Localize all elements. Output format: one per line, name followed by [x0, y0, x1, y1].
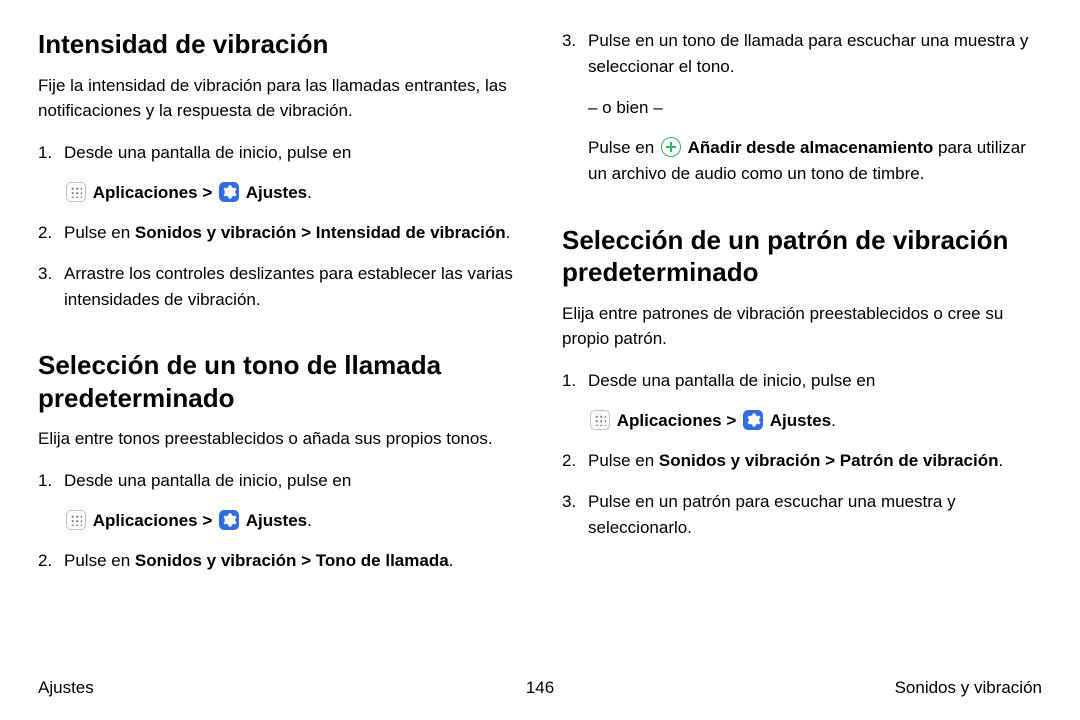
steps-default-ringtone-cont: Pulse en un tono de llamada para escucha… — [562, 28, 1042, 202]
period: . — [449, 551, 454, 570]
list-item: Pulse en un patrón para escuchar una mue… — [562, 489, 1042, 542]
settings-icon — [219, 510, 239, 530]
step-text: Desde una pantalla de inicio, pulse en — [588, 371, 875, 390]
heading-default-vibration-pattern: Selección de un patrón de vibración pred… — [562, 224, 1042, 289]
apps-icon — [590, 410, 610, 430]
page-footer: Ajustes 146 Sonidos y vibración — [38, 678, 1042, 698]
intro-vibration-intensity: Fije la intensidad de vibración para las… — [38, 73, 518, 124]
settings-icon — [219, 182, 239, 202]
bold-path: Sonidos y vibración > Intensidad de vibr… — [135, 223, 506, 242]
step-text: Desde una pantalla de inicio, pulse en — [64, 471, 351, 490]
step-text: Pulse en un patrón para escuchar una mue… — [588, 492, 956, 537]
step-text: Arrastre los controles deslizantes para … — [64, 264, 513, 309]
settings-label: Ajustes — [246, 511, 307, 530]
list-item: Pulse en Sonidos y vibración > Patrón de… — [562, 448, 1042, 474]
apps-icon — [66, 510, 86, 530]
list-item: Pulse en Sonidos y vibración > Tono de l… — [38, 548, 518, 574]
right-column: Pulse en un tono de llamada para escucha… — [562, 28, 1042, 611]
intro-default-vibration-pattern: Elija entre patrones de vibración preest… — [562, 301, 1042, 352]
settings-label: Ajustes — [770, 411, 831, 430]
separator: > — [198, 511, 217, 530]
heading-default-ringtone: Selección de un tono de llamada predeter… — [38, 349, 518, 414]
steps-default-vibration-pattern: Desde una pantalla de inicio, pulse en A… — [562, 368, 1042, 556]
add-from-storage-label: Añadir desde almacenamiento — [688, 138, 934, 157]
footer-page-number: 146 — [38, 678, 1042, 698]
period: . — [999, 451, 1004, 470]
list-item: Pulse en Sonidos y vibración > Intensida… — [38, 220, 518, 246]
period: . — [307, 183, 312, 202]
separator: > — [198, 183, 217, 202]
period: . — [831, 411, 836, 430]
settings-icon — [743, 410, 763, 430]
period: . — [307, 511, 312, 530]
alt-text-a: Pulse en — [588, 138, 659, 157]
list-item: Arrastre los controles deslizantes para … — [38, 261, 518, 314]
apps-label: Aplicaciones — [93, 183, 198, 202]
period: . — [506, 223, 511, 242]
step-text: Desde una pantalla de inicio, pulse en — [64, 143, 351, 162]
step-text: Pulse en — [64, 223, 135, 242]
step-text: Pulse en un tono de llamada para escucha… — [588, 31, 1028, 76]
settings-label: Ajustes — [246, 183, 307, 202]
list-item: Desde una pantalla de inicio, pulse en A… — [38, 468, 518, 535]
step-text: Pulse en — [64, 551, 135, 570]
step-text: Pulse en — [588, 451, 659, 470]
steps-default-ringtone: Desde una pantalla de inicio, pulse en A… — [38, 468, 518, 589]
steps-vibration-intensity: Desde una pantalla de inicio, pulse en A… — [38, 140, 518, 328]
bold-path: Sonidos y vibración > Patrón de vibració… — [659, 451, 999, 470]
left-column: Intensidad de vibración Fije la intensid… — [38, 28, 518, 611]
bold-path: Sonidos y vibración > Tono de llamada — [135, 551, 449, 570]
plus-icon — [661, 137, 681, 157]
heading-vibration-intensity: Intensidad de vibración — [38, 28, 518, 61]
apps-label: Aplicaciones — [93, 511, 198, 530]
separator: > — [722, 411, 741, 430]
intro-default-ringtone: Elija entre tonos preestablecidos o añad… — [38, 426, 518, 452]
apps-icon — [66, 182, 86, 202]
list-item: Desde una pantalla de inicio, pulse en A… — [562, 368, 1042, 435]
list-item: Desde una pantalla de inicio, pulse en A… — [38, 140, 518, 207]
apps-label: Aplicaciones — [617, 411, 722, 430]
list-item: Pulse en un tono de llamada para escucha… — [562, 28, 1042, 188]
or-text: – o bien – — [588, 95, 1042, 121]
